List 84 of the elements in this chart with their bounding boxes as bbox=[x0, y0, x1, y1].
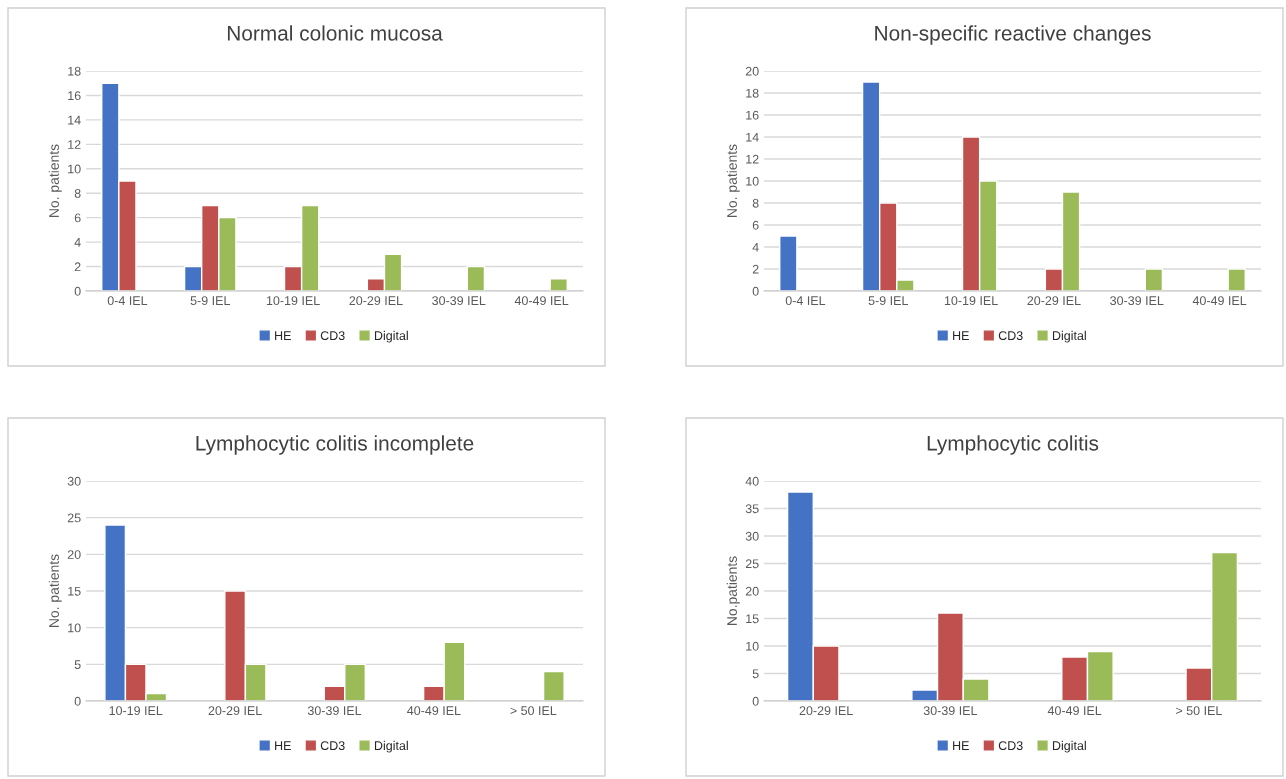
y-tick-label: 10 bbox=[68, 623, 81, 633]
y-tick-label: 8 bbox=[74, 189, 81, 198]
y-tick-label: 0 bbox=[752, 696, 759, 706]
bar bbox=[1144, 268, 1164, 291]
bar bbox=[549, 278, 568, 291]
legend-label: CD3 bbox=[320, 331, 345, 341]
y-tick-label: 10 bbox=[746, 641, 759, 651]
x-tick-label: 10-19 IEL bbox=[266, 296, 320, 306]
x-tick-label: 30-39 IEL bbox=[1110, 296, 1164, 306]
bar bbox=[466, 265, 486, 291]
y-tick-label: 25 bbox=[745, 559, 759, 569]
x-tick-label: 40-49 IEL bbox=[407, 706, 461, 716]
x-tick-label: 5-9 IEL bbox=[190, 296, 230, 306]
legend-label: CD3 bbox=[320, 741, 345, 751]
y-tick-label: 0 bbox=[752, 286, 759, 296]
y-axis-title: No. patients bbox=[48, 144, 62, 217]
x-tick-label: 10-19 IEL bbox=[944, 296, 998, 306]
legend-label: CD3 bbox=[998, 741, 1023, 751]
x-tick-label: 40-49 IEL bbox=[1047, 706, 1102, 716]
y-tick-label: 14 bbox=[746, 132, 759, 142]
y-tick-label: 8 bbox=[752, 198, 759, 208]
chart-title: Lymphocytic colitis incomplete bbox=[196, 435, 474, 455]
y-tick-label: 0 bbox=[74, 286, 81, 296]
y-tick-label: 6 bbox=[752, 220, 759, 230]
x-tick-label: 0-4 IEL bbox=[107, 296, 148, 306]
y-tick-label: 18 bbox=[68, 66, 81, 76]
y-tick-label: 20 bbox=[67, 550, 81, 559]
y-axis-title: No. patients bbox=[48, 554, 62, 627]
legend-label: Digital bbox=[374, 740, 408, 753]
chart-title: Lymphocytic colitis bbox=[927, 435, 1099, 455]
y-tick-label: 5 bbox=[752, 669, 759, 679]
y-axis-title: No.patients bbox=[726, 556, 740, 625]
y-tick-label: 5 bbox=[74, 660, 81, 669]
y-tick-label: 30 bbox=[67, 476, 81, 486]
y-tick-label: 14 bbox=[68, 115, 81, 125]
y-tick-label: 16 bbox=[68, 91, 81, 101]
x-tick-label: 5-9 IEL bbox=[868, 296, 908, 306]
x-tick-label: 40-49 IEL bbox=[514, 296, 569, 306]
y-tick-label: 40 bbox=[745, 476, 759, 486]
y-tick-label: 2 bbox=[752, 264, 759, 274]
y-tick-label: 12 bbox=[746, 154, 759, 164]
y-tick-label: 20 bbox=[745, 66, 759, 76]
bar bbox=[542, 670, 565, 701]
y-tick-label: 12 bbox=[68, 140, 81, 149]
y-tick-label: 15 bbox=[68, 586, 81, 596]
y-tick-label: 10 bbox=[68, 164, 81, 174]
legend-label: HE bbox=[953, 331, 969, 340]
x-tick-label: > 50 IEL bbox=[510, 706, 557, 716]
legend-label: Digital bbox=[374, 330, 408, 343]
legend-label: CD3 bbox=[998, 331, 1023, 341]
y-tick-label: 16 bbox=[746, 110, 759, 120]
x-tick-label: 20-29 IEL bbox=[208, 706, 262, 716]
y-tick-label: 10 bbox=[746, 176, 759, 186]
x-tick-label: 10-19 IEL bbox=[109, 706, 163, 716]
legend-label: Digital bbox=[1052, 740, 1086, 753]
x-tick-label: 20-29 IEL bbox=[349, 296, 403, 306]
y-tick-label: 20 bbox=[745, 586, 759, 596]
y-tick-label: 25 bbox=[67, 513, 81, 523]
x-tick-label: 20-29 IEL bbox=[1027, 296, 1081, 306]
y-tick-label: 4 bbox=[74, 238, 81, 247]
legend-label: Digital bbox=[1052, 330, 1086, 343]
y-tick-label: 35 bbox=[745, 504, 759, 514]
x-tick-label: 30-39 IEL bbox=[432, 296, 486, 306]
y-tick-label: 30 bbox=[745, 531, 759, 541]
bar bbox=[779, 235, 798, 291]
y-tick-label: 18 bbox=[746, 88, 759, 98]
legend-label: HE bbox=[275, 331, 291, 340]
bar bbox=[1227, 268, 1246, 291]
y-axis-title: No. patients bbox=[726, 144, 740, 217]
x-tick-label: 0-4 IEL bbox=[785, 296, 826, 306]
x-tick-label: 40-49 IEL bbox=[1192, 296, 1247, 306]
y-tick-label: 4 bbox=[752, 242, 759, 252]
x-tick-label: > 50 IEL bbox=[1176, 706, 1222, 716]
x-tick-label: 30-39 IEL bbox=[923, 706, 978, 716]
x-tick-label: 30-39 IEL bbox=[307, 706, 362, 716]
legend-label: HE bbox=[275, 741, 291, 750]
y-tick-label: 15 bbox=[746, 614, 759, 624]
legend-label: HE bbox=[953, 741, 969, 750]
chart-title: Non-specific reactive changes bbox=[875, 25, 1151, 45]
x-tick-label: 20-29 IEL bbox=[799, 706, 853, 716]
y-tick-label: 2 bbox=[74, 262, 81, 272]
chart-title: Normal colonic mucosa bbox=[227, 25, 443, 41]
y-tick-label: 6 bbox=[74, 213, 81, 223]
y-tick-label: 0 bbox=[74, 696, 81, 706]
